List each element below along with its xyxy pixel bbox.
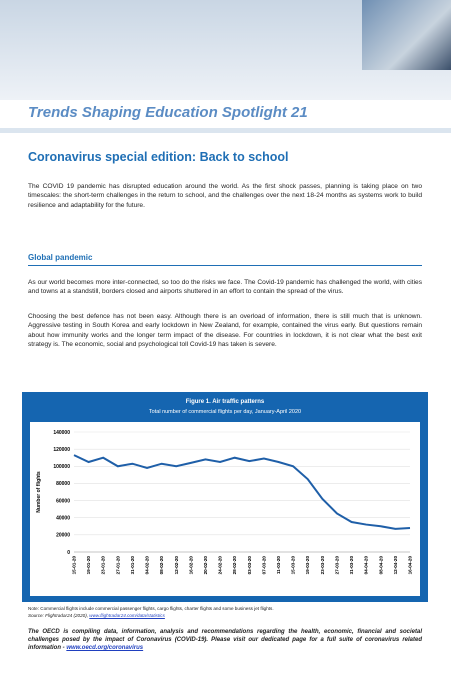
x-tick-label: 04-02-20 — [145, 556, 150, 575]
x-tick-label: 19-03-20 — [305, 556, 310, 575]
source: Source: Flightradar24 (2020), www.flight… — [28, 613, 165, 618]
x-tick-label: 19-01-20 — [86, 556, 91, 575]
section-title: Global pandemic — [28, 253, 422, 266]
x-tick-label: 12-02-20 — [174, 556, 179, 575]
chart-subtitle: Total number of commercial flights per d… — [149, 409, 301, 415]
footer-link[interactable]: www.oecd.org/coronavirus — [66, 645, 144, 651]
x-tick-label: 23-03-20 — [320, 556, 325, 575]
y-tick-label: 140000 — [53, 430, 70, 436]
x-tick-label: 27-01-20 — [115, 556, 120, 575]
footer-text: The OECD is compiling data, information,… — [28, 629, 422, 651]
x-tick-label: 15-03-20 — [291, 556, 296, 575]
x-tick-label: 07-03-20 — [261, 556, 266, 575]
y-tick-label: 20000 — [56, 533, 70, 539]
source-link[interactable]: www.flightradar24.com/data/statistics — [89, 613, 165, 618]
chart-title: Figure 1. Air traffic patterns — [186, 399, 265, 405]
banner-photo — [362, 0, 451, 70]
x-tick-label: 20-02-20 — [203, 556, 208, 575]
x-tick-label: 31-03-20 — [349, 556, 354, 575]
x-tick-label: 03-03-20 — [247, 556, 252, 575]
source-text: Source: Flightradar24 (2020), — [28, 613, 90, 618]
y-tick-label: 40000 — [56, 516, 70, 522]
x-tick-label: 04-04-20 — [364, 556, 369, 575]
x-tick-label: 23-01-20 — [101, 556, 106, 575]
y-tick-label: 100000 — [53, 464, 70, 470]
x-tick-label: 11-03-20 — [276, 556, 281, 575]
x-tick-label: 08-02-20 — [159, 556, 164, 575]
footer: The OECD is compiling data, information,… — [28, 628, 422, 652]
x-tick-label: 24-02-20 — [218, 556, 223, 575]
y-tick-label: 80000 — [56, 481, 70, 487]
x-tick-label: 27-03-20 — [334, 556, 339, 575]
line — [73, 454, 411, 530]
y-axis-label: Number of flights — [36, 471, 42, 513]
paragraph: Choosing the best defence has not been e… — [28, 313, 422, 349]
heading: Coronavirus special edition: Back to sch… — [28, 150, 289, 164]
plot-panel — [30, 422, 420, 596]
x-tick-label: 28-02-20 — [232, 556, 237, 575]
y-tick-label: 0 — [67, 550, 70, 556]
x-tick-label: 12-04-20 — [393, 556, 398, 575]
x-tick-label: 16-04-20 — [408, 556, 413, 575]
chart: Figure 1. Air traffic patterns Total num… — [22, 392, 428, 602]
y-tick-label: 120000 — [53, 447, 70, 453]
y-tick-label: 60000 — [56, 498, 70, 504]
x-tick-label: 15-01-20 — [72, 556, 77, 575]
x-tick-label: 08-04-20 — [378, 556, 383, 575]
divider — [0, 128, 451, 133]
x-tick-label: 31-01-20 — [130, 556, 135, 575]
paragraph: As our world becomes more inter-connecte… — [28, 279, 422, 296]
doc-title: Trends Shaping Education Spotlight 21 — [28, 104, 308, 121]
x-tick-label: 16-02-20 — [188, 556, 193, 575]
note: Note: Commercial flights include commerc… — [28, 606, 274, 611]
intro: The COVID 19 pandemic has disrupted educ… — [28, 183, 422, 209]
